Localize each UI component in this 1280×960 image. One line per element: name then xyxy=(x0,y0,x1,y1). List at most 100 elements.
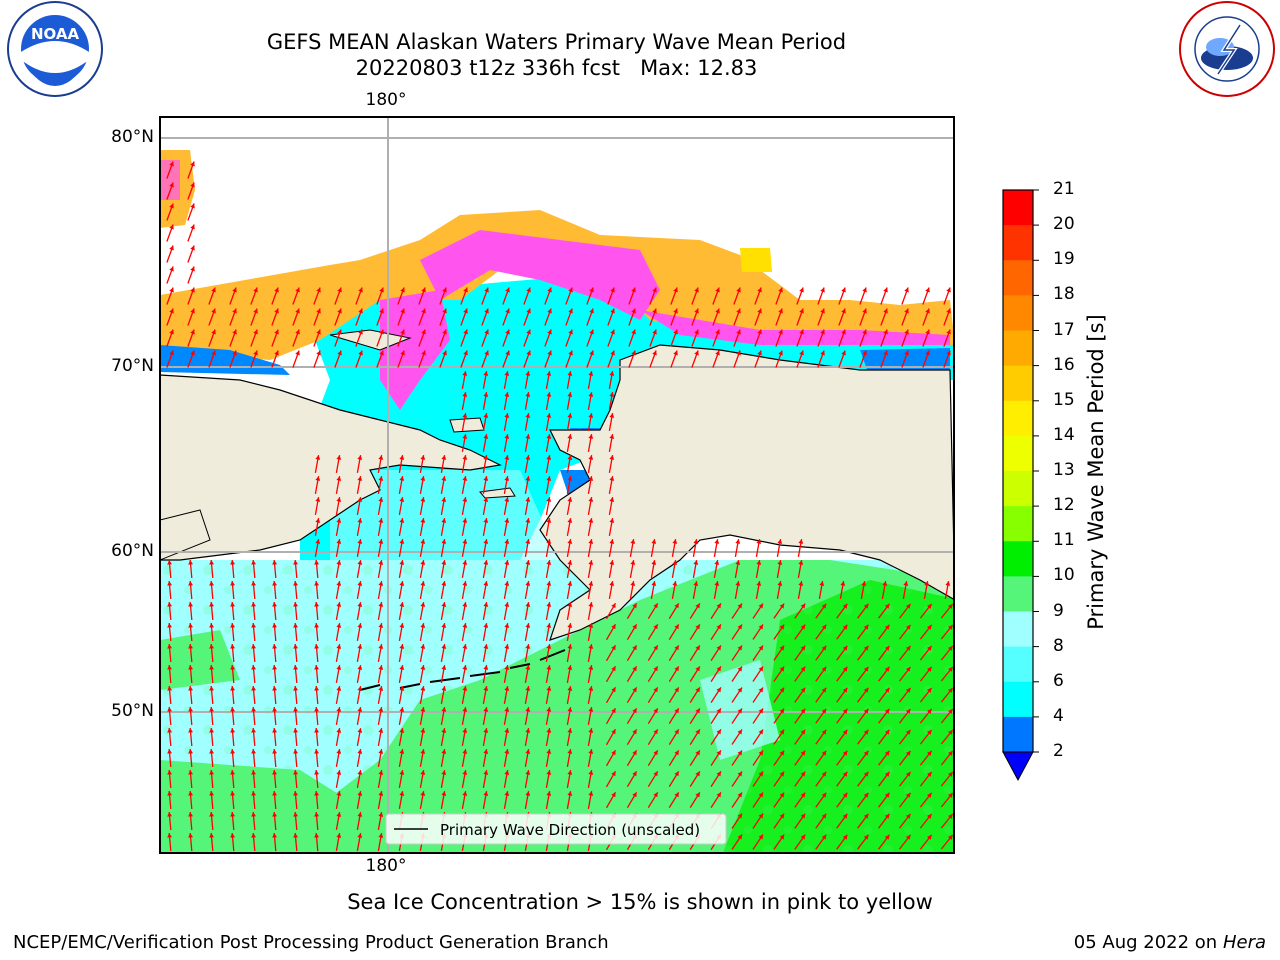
wave-arrow-head xyxy=(357,812,363,817)
wave-arrow-head xyxy=(272,770,277,775)
wave-arrow-head xyxy=(841,329,846,335)
wave-arrow-head xyxy=(504,413,510,418)
wave-arrow-head xyxy=(526,329,531,335)
wave-arrow-head xyxy=(315,497,321,502)
wave-arrow-head xyxy=(632,708,637,714)
wave-arrow-head xyxy=(441,791,447,796)
wave-arrow-head xyxy=(588,371,594,376)
wave-arrow-head xyxy=(777,560,783,565)
wave-arrow-head xyxy=(399,644,405,649)
wave-arrow-head xyxy=(863,750,869,756)
wave-arrow-head xyxy=(925,308,930,314)
wave-arrow-head xyxy=(462,686,468,691)
sea-ice-note: Sea Ice Concentration > 15% is shown in … xyxy=(347,890,933,914)
wave-arrow-head xyxy=(653,687,658,693)
wave-arrow-head xyxy=(316,308,321,314)
wave-arrow-head xyxy=(737,624,742,630)
wave-arrow-head xyxy=(336,749,342,754)
wave-arrow-head xyxy=(758,645,763,651)
wave-arrow-head xyxy=(420,581,426,586)
wave-arrow-head xyxy=(314,770,319,775)
colorbar-segment xyxy=(1003,330,1033,367)
wave-arrow-head xyxy=(546,476,552,481)
wave-arrow-head xyxy=(653,603,658,609)
wave-arrow-head xyxy=(842,771,848,777)
wave-arrow-head xyxy=(568,308,573,314)
wave-arrow-head xyxy=(611,729,616,735)
wave-arrow-head xyxy=(715,329,720,335)
wave-arrow-head xyxy=(567,728,573,733)
wave-arrow-head xyxy=(779,603,785,609)
wave-arrow-head xyxy=(609,434,615,439)
wave-arrow-head xyxy=(651,539,657,544)
wave-arrow-head xyxy=(525,581,531,586)
wave-arrow-head xyxy=(462,413,468,418)
wave-arrow-head xyxy=(695,708,700,714)
wave-arrow-head xyxy=(483,665,489,670)
wave-arrow-head xyxy=(800,750,806,756)
wave-arrow-head xyxy=(169,287,174,293)
wave-arrow-head xyxy=(357,455,363,460)
colorbar-tick-label: 4 xyxy=(1053,705,1064,726)
wave-arrow-head xyxy=(525,770,531,775)
wave-arrow-head xyxy=(378,665,384,670)
wave-arrow-head xyxy=(462,581,468,586)
wave-arrow-head xyxy=(737,750,742,756)
wave-arrow-head xyxy=(525,665,531,670)
wave-arrow-head xyxy=(293,602,298,607)
wave-arrow-head xyxy=(441,665,447,670)
wave-arrow-head xyxy=(358,350,363,356)
wave-arrow-head xyxy=(567,434,573,439)
wave-arrow-head xyxy=(653,771,658,777)
wave-arrow-head xyxy=(757,329,762,335)
wave-arrow-head xyxy=(190,350,195,356)
footer-date-text: 05 Aug 2022 on xyxy=(1073,932,1218,953)
wave-arrow-head xyxy=(293,581,298,586)
wave-arrow-head xyxy=(695,687,700,693)
wave-arrow-head xyxy=(842,687,848,693)
wave-arrow-head xyxy=(462,644,468,649)
wave-arrow-head xyxy=(232,308,237,314)
wave-arrow-head xyxy=(905,813,911,819)
wave-arrow-head xyxy=(842,666,848,672)
wave-arrow-head xyxy=(609,497,615,502)
colorbar-segment xyxy=(1003,190,1033,226)
wave-arrow-head xyxy=(821,792,827,798)
wave-arrow-head xyxy=(169,329,174,335)
wave-arrow-head xyxy=(588,497,594,502)
wave-arrow-head xyxy=(358,308,363,314)
wave-arrow-head xyxy=(632,750,637,756)
wave-arrow-head xyxy=(546,371,552,376)
wave-arrow-head xyxy=(251,770,256,775)
wave-arrow-head xyxy=(632,771,637,777)
wave-arrow-head xyxy=(251,602,256,607)
wave-arrow-head xyxy=(674,792,679,798)
wave-arrow-head xyxy=(357,749,363,754)
wave-arrow-head xyxy=(927,687,932,693)
wave-arrow-head xyxy=(336,812,342,817)
wave-arrow-head xyxy=(588,413,594,418)
wave-arrow-head xyxy=(314,644,319,649)
wave-arrow-head xyxy=(169,245,174,251)
wave-arrow-head xyxy=(589,308,594,314)
wave-arrow-head xyxy=(546,434,552,439)
wave-arrow-head xyxy=(525,413,531,418)
wave-arrow-head xyxy=(611,792,616,798)
wave-arrow-head xyxy=(483,413,489,418)
wave-arrow-head xyxy=(399,602,405,607)
wave-arrow-head xyxy=(800,792,806,798)
lat-label-60: 60°N xyxy=(111,541,154,561)
wave-arrow-head xyxy=(800,771,806,777)
wave-arrow-head xyxy=(588,686,594,691)
wave-arrow-head xyxy=(525,560,531,565)
wave-arrow-head xyxy=(820,329,825,335)
colorbar-tick-label: 15 xyxy=(1053,389,1075,410)
wave-arrow-head xyxy=(314,560,319,565)
wave-arrow-head xyxy=(714,539,720,544)
wave-arrow-head xyxy=(272,644,277,649)
wave-arrow-head xyxy=(314,728,319,733)
wave-arrow-head xyxy=(567,749,573,754)
wave-arrow-head xyxy=(819,581,825,586)
wave-arrow-head xyxy=(505,350,510,356)
wave-arrow-head xyxy=(546,413,552,418)
